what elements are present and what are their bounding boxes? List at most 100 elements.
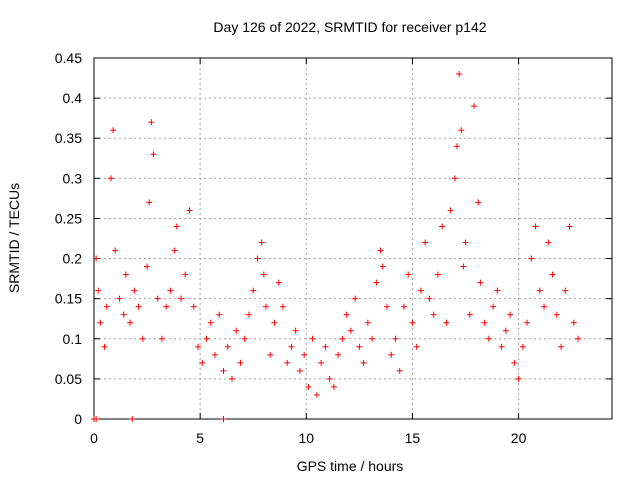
data-point — [377, 247, 384, 254]
data-point — [178, 295, 185, 302]
data-point — [339, 335, 346, 342]
data-point — [279, 303, 286, 310]
data-point — [233, 327, 240, 334]
data-point — [220, 367, 227, 374]
data-point — [296, 367, 303, 374]
data-point — [360, 359, 367, 366]
data-point — [103, 303, 110, 310]
data-point — [127, 319, 134, 326]
x-tick-label: 20 — [511, 430, 527, 446]
data-point — [417, 287, 424, 294]
data-point — [553, 311, 560, 318]
data-point — [443, 319, 450, 326]
data-point — [343, 311, 350, 318]
data-point — [405, 271, 412, 278]
data-point — [409, 319, 416, 326]
data-point — [163, 303, 170, 310]
y-tick-label: 0.3 — [63, 170, 83, 186]
data-point — [335, 351, 342, 358]
data-point — [558, 343, 565, 350]
data-point — [462, 239, 469, 246]
data-point — [318, 359, 325, 366]
data-point — [129, 416, 136, 422]
grid — [94, 58, 612, 419]
data-point — [422, 239, 429, 246]
data-point — [237, 359, 244, 366]
data-point — [135, 303, 142, 310]
data-point — [271, 319, 278, 326]
data-point — [93, 416, 100, 422]
x-tick-label: 15 — [405, 430, 421, 446]
data-point — [220, 416, 227, 422]
data-point — [139, 335, 146, 342]
data-point — [275, 279, 282, 286]
data-point — [116, 295, 123, 302]
data-point — [515, 375, 522, 382]
data-point — [494, 287, 501, 294]
data-point — [131, 287, 138, 294]
data-point — [460, 263, 467, 270]
data-point — [347, 327, 354, 334]
x-axis-label: GPS time / hours — [297, 458, 404, 474]
data-point — [439, 223, 446, 230]
data-point — [173, 223, 180, 230]
data-point — [454, 143, 461, 150]
data-point — [224, 343, 231, 350]
data-point — [352, 295, 359, 302]
y-axis-label: SRMTID / TECUs — [6, 183, 22, 293]
data-point — [112, 247, 119, 254]
data-point — [313, 391, 320, 398]
data-point — [245, 311, 252, 318]
data-point — [107, 175, 114, 182]
data-point — [260, 271, 267, 278]
data-point — [216, 311, 223, 318]
data-point — [519, 343, 526, 350]
data-point — [120, 311, 127, 318]
data-point — [258, 239, 265, 246]
x-tick-label: 0 — [90, 430, 98, 446]
data-point — [466, 311, 473, 318]
data-point — [228, 375, 235, 382]
data-point — [322, 343, 329, 350]
data-point — [148, 119, 155, 126]
data-point — [207, 319, 214, 326]
data-point — [451, 175, 458, 182]
data-point — [373, 279, 380, 286]
data-point — [570, 319, 577, 326]
x-tick-label: 5 — [196, 430, 204, 446]
data-point — [301, 351, 308, 358]
data-point — [203, 335, 210, 342]
data-point — [388, 351, 395, 358]
data-point — [413, 343, 420, 350]
data-point — [511, 359, 518, 366]
data-point — [288, 343, 295, 350]
y-tick-label: 0.15 — [55, 291, 82, 307]
data-point — [186, 207, 193, 214]
data-point — [93, 255, 100, 262]
data-point — [490, 303, 497, 310]
data-point — [97, 319, 104, 326]
data-point — [369, 335, 376, 342]
data-point — [110, 127, 117, 134]
data-point — [171, 247, 178, 254]
data-point — [536, 287, 543, 294]
y-tick-label: 0.45 — [55, 50, 82, 66]
data-point — [199, 359, 206, 366]
data-point — [150, 151, 157, 158]
data-point — [182, 271, 189, 278]
data-point — [305, 383, 312, 390]
data-point — [562, 287, 569, 294]
data-point — [458, 127, 465, 134]
data-point — [292, 327, 299, 334]
data-point — [528, 255, 535, 262]
data-point — [498, 343, 505, 350]
data-point — [146, 199, 153, 206]
data-point — [447, 207, 454, 214]
data-point — [167, 287, 174, 294]
y-tick-label: 0.35 — [55, 130, 82, 146]
data-point — [195, 343, 202, 350]
data-point — [400, 303, 407, 310]
data-point — [356, 343, 363, 350]
data-point — [309, 335, 316, 342]
y-tick-label: 0.1 — [63, 331, 83, 347]
